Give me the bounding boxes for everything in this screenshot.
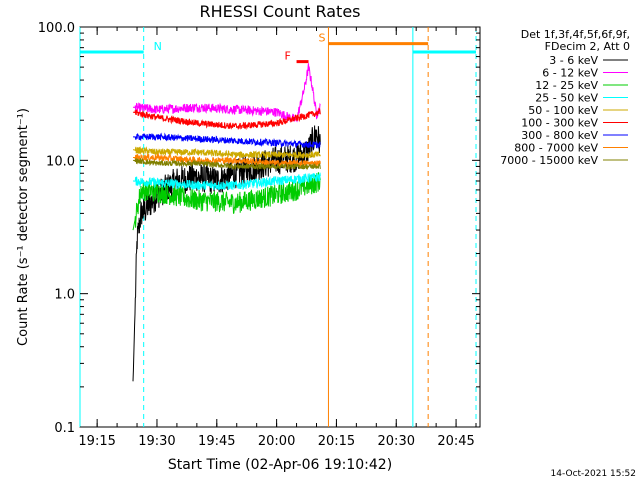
- y-tick-label: 100.0: [38, 21, 75, 36]
- y-tick-label: 10.0: [46, 154, 75, 169]
- footer-timestamp: 14-Oct-2021 15:52: [551, 469, 636, 479]
- legend-header-line-1: Det 1f,3f,4f,5f,6f,9f,: [521, 28, 630, 41]
- marker-lines: [79, 27, 477, 427]
- series-line: [132, 172, 321, 231]
- annotation-bars: N F S: [80, 32, 477, 64]
- x-tick-label: 19:45: [198, 434, 235, 449]
- x-tick-label: 20:45: [437, 434, 474, 449]
- y-tick-label: 1.0: [54, 288, 75, 303]
- series-line: [132, 107, 321, 131]
- annotation-label: N: [154, 40, 162, 53]
- series-lines: [132, 63, 321, 382]
- series-line: [133, 146, 321, 160]
- x-tick-label: 19:15: [78, 434, 115, 449]
- x-tick-label: 20:30: [378, 434, 415, 449]
- legend-entry-label: 7000 - 15000 keV: [500, 154, 598, 167]
- x-axis-label: Start Time (02-Apr-06 19:10:42): [168, 457, 392, 473]
- legend-entry-label: 300 - 800 keV: [521, 129, 598, 142]
- annotation-label: F: [285, 50, 291, 63]
- series-line: [133, 132, 321, 149]
- legend-entry-label: 800 - 7000 keV: [514, 142, 598, 155]
- legend-header-line-2: FDecim 2, Att 0: [545, 40, 630, 53]
- legend-entry-label: 100 - 300 keV: [521, 117, 598, 130]
- series-line: [133, 63, 321, 123]
- y-tick-label: 0.1: [54, 421, 75, 436]
- legend-entry-label: 25 - 50 keV: [535, 92, 598, 105]
- chart-title: RHESSI Count Rates: [200, 2, 361, 21]
- x-tick-label: 19:30: [138, 434, 175, 449]
- series-line: [133, 172, 321, 191]
- legend-entry-label: 50 - 100 keV: [528, 104, 598, 117]
- annotation-label: S: [318, 32, 325, 45]
- x-tick-label: 20:15: [318, 434, 355, 449]
- y-axis-label: Count Rate (s⁻¹ detector segment⁻¹): [16, 108, 31, 346]
- legend-entry-label: 3 - 6 keV: [549, 54, 598, 67]
- x-tick-label: 20:00: [258, 434, 295, 449]
- series-line: [132, 157, 321, 171]
- axis-ticks: 19:15 19:30 19:45 20:00 20:15 20:30 20:45 0.1 1.…: [38, 21, 480, 449]
- legend-entry-label: 6 - 12 keV: [542, 67, 598, 80]
- legend-entry-label: 12 - 25 keV: [535, 79, 598, 92]
